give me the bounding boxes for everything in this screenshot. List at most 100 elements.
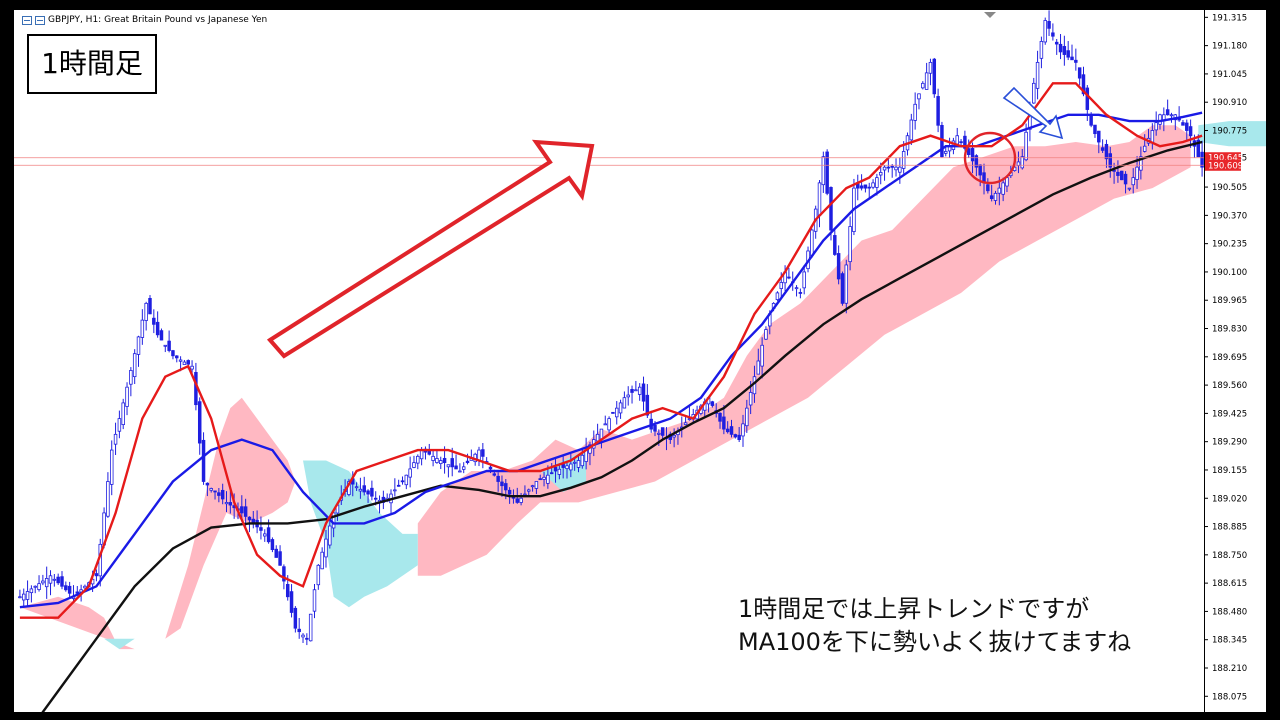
candle-body — [1188, 126, 1193, 137]
candle-body — [741, 423, 745, 437]
candle — [1116, 160, 1120, 183]
candle — [148, 295, 152, 315]
candle — [1039, 36, 1044, 69]
candle — [741, 414, 745, 447]
candle-body — [190, 365, 194, 370]
candle — [159, 328, 164, 341]
candle-body — [52, 578, 57, 581]
candle-body — [630, 389, 634, 393]
candle-body — [117, 418, 122, 432]
candle-body — [637, 386, 642, 395]
candle-body — [393, 489, 397, 492]
candle-body — [993, 192, 998, 201]
candle-body — [178, 359, 183, 362]
candle — [1188, 119, 1193, 148]
candle-body — [270, 539, 275, 550]
candle-body — [186, 360, 190, 365]
candle — [56, 573, 60, 585]
candle-body — [140, 319, 145, 338]
candle-body — [729, 426, 734, 435]
candle-body — [1196, 139, 1201, 158]
candle-body — [527, 489, 531, 492]
candle — [787, 267, 791, 280]
candle — [1139, 146, 1143, 180]
candle-body — [44, 578, 49, 588]
candle-body — [802, 271, 806, 289]
candle — [1074, 48, 1078, 71]
candle — [37, 575, 41, 592]
candle — [936, 88, 940, 133]
candle-body — [1104, 143, 1109, 160]
candle — [109, 440, 114, 496]
candle — [618, 399, 623, 419]
candle-body — [496, 475, 500, 482]
candle — [201, 432, 206, 485]
candle — [928, 58, 933, 86]
candle — [863, 184, 868, 193]
candle — [213, 490, 217, 500]
candle-body — [67, 585, 72, 594]
y-tick-label: 190.100 — [1212, 268, 1247, 278]
y-tick-label: 188.210 — [1212, 664, 1247, 674]
candle-body — [745, 407, 749, 427]
candle-body — [1035, 61, 1040, 89]
candle-body — [94, 573, 99, 577]
candle-body — [576, 460, 581, 468]
candle — [553, 457, 558, 483]
candle-body — [1081, 74, 1086, 95]
candle-body — [569, 463, 573, 471]
candle-body — [477, 449, 481, 461]
candle — [458, 463, 462, 473]
candle-body — [959, 141, 963, 144]
candle — [44, 566, 49, 599]
candle-body — [867, 186, 871, 189]
candle-body — [362, 485, 366, 493]
candle — [228, 491, 233, 514]
candle — [1200, 140, 1204, 177]
candle-body — [1112, 169, 1116, 172]
candle-body — [653, 424, 657, 432]
candle — [381, 490, 386, 510]
candle-body — [1085, 87, 1090, 110]
candle-body — [817, 182, 822, 216]
y-tick-label: 189.155 — [1212, 466, 1247, 476]
candle-body — [1100, 147, 1105, 151]
price-chart: 191.315 191.180 191.045 190.910 190.775 190.6… — [14, 10, 1266, 712]
candle-body — [515, 498, 520, 503]
candle — [305, 633, 309, 646]
candle-body — [25, 591, 30, 600]
y-tick-label: 188.480 — [1212, 607, 1247, 617]
cloud-pink-1 — [165, 397, 296, 639]
candle — [25, 580, 30, 607]
candle-body — [955, 135, 959, 145]
candle — [1108, 146, 1113, 178]
candle — [672, 428, 676, 448]
candle-body — [64, 585, 68, 591]
price-tag-label: 190.645 — [1208, 154, 1243, 164]
candle — [660, 427, 665, 440]
y-tick-label: 189.290 — [1212, 438, 1247, 448]
candle — [182, 359, 187, 365]
y-tick-label: 188.345 — [1212, 636, 1247, 646]
price-tag-label: 190.609 — [1208, 161, 1243, 171]
candle — [955, 127, 959, 146]
candle — [1142, 134, 1147, 153]
candle-body — [928, 61, 933, 74]
candle — [1165, 99, 1170, 116]
candle-body — [435, 458, 439, 463]
candle — [924, 62, 929, 90]
candle — [132, 349, 137, 384]
candle-body — [829, 187, 833, 231]
chart-shift-marker — [984, 12, 996, 18]
candle-body — [109, 449, 114, 485]
y-tick-label: 191.180 — [1212, 42, 1247, 52]
candle-body — [894, 166, 898, 171]
candle — [1066, 41, 1070, 61]
candle — [1104, 139, 1109, 168]
candle-body — [603, 423, 608, 426]
candle-body — [1116, 171, 1120, 176]
candle — [259, 516, 263, 540]
candle — [1169, 112, 1174, 123]
candle — [890, 164, 894, 178]
candle — [1181, 120, 1185, 126]
